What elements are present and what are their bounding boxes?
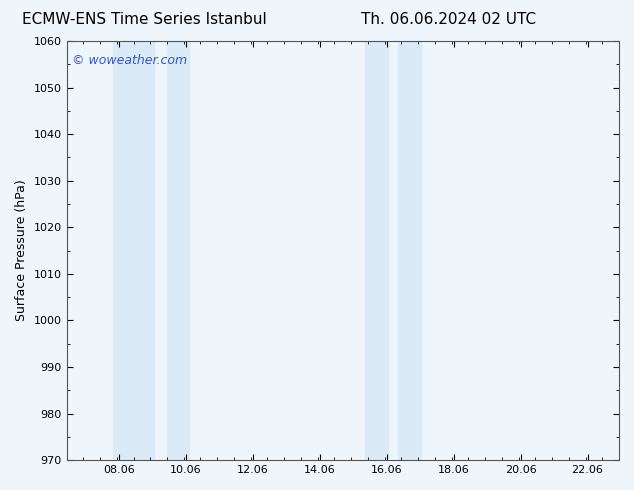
Bar [398,41,422,460]
Text: ECMW-ENS Time Series Istanbul: ECMW-ENS Time Series Istanbul [22,12,266,27]
Bar [113,41,153,460]
Bar [365,41,388,460]
Text: Th. 06.06.2024 02 UTC: Th. 06.06.2024 02 UTC [361,12,536,27]
Bar [167,41,189,460]
Y-axis label: Surface Pressure (hPa): Surface Pressure (hPa) [15,180,28,321]
Text: © woweather.com: © woweather.com [72,53,187,67]
